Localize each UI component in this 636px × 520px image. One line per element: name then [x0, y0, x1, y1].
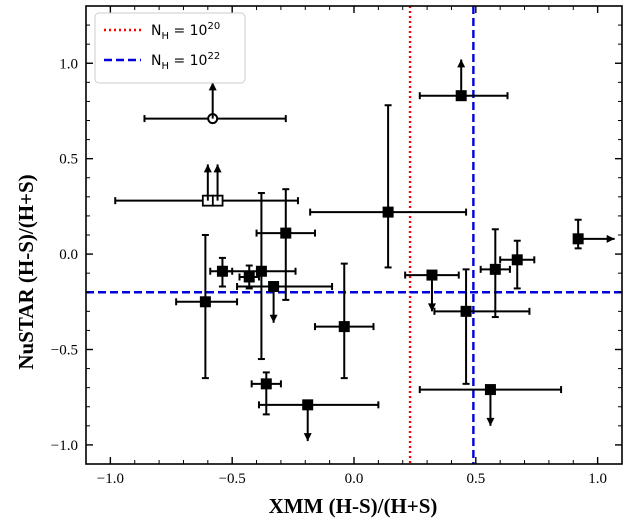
legend-label-part: 20	[207, 21, 220, 32]
legend-label-part: = 10	[169, 23, 207, 39]
y-axis-title: NuSTAR (H-S)/(H+S)	[14, 174, 38, 369]
point-s0-p0-upper-arrow	[457, 59, 466, 96]
point-s0-p14	[499, 239, 536, 290]
legend-label-part: N	[151, 23, 161, 39]
point-s0-p3	[175, 234, 239, 380]
x-tick-label-1: −0.5	[219, 471, 246, 487]
legend-box	[94, 12, 246, 84]
point-s0-p14-marker	[511, 254, 523, 266]
point-s0-p15-lower-arrow-head	[486, 417, 495, 426]
point-s2-p0-upper-arrow	[208, 82, 217, 119]
point-s0-p10-lower-arrow	[303, 404, 312, 442]
x-tick-label-0: −1.0	[97, 471, 124, 487]
point-s0-p7-lower-arrow	[269, 286, 278, 323]
point-s0-p12	[433, 268, 531, 385]
point-s0-p6	[221, 192, 297, 361]
legend-label-part: N	[151, 53, 161, 69]
point-s0-p15-lower-arrow	[486, 389, 495, 426]
point-s0-p13	[479, 228, 511, 319]
y-tick-label-4: 1.0	[59, 56, 78, 72]
legend-label-1: NH = 1022	[151, 51, 220, 72]
point-s0-p8	[314, 262, 375, 380]
legend-label-part: H	[161, 31, 169, 42]
y-tick-label-1: −0.5	[51, 343, 78, 359]
point-s1-p1-upper-arrow-head	[203, 164, 212, 173]
x-axis-title: XMM (H-S)/(H+S)	[269, 494, 438, 518]
x-tick-label-4: 1.0	[588, 471, 607, 487]
point-s0-p2-marker	[280, 227, 292, 239]
point-s0-p10	[257, 399, 380, 411]
point-s1-p0-upper-arrow	[213, 164, 222, 201]
x-tick-label-2: 0.0	[345, 471, 364, 487]
legend-label-part: = 10	[169, 53, 207, 69]
y-tick-label-0: −1.0	[51, 438, 78, 454]
point-s0-p3-marker	[199, 296, 211, 308]
point-s0-p7	[236, 281, 334, 293]
point-s1-p1-upper-arrow	[203, 164, 212, 201]
y-tick-label-3: 0.5	[59, 152, 78, 168]
point-s0-p8-marker	[338, 321, 350, 333]
point-s0-p16-right-arrow	[578, 234, 615, 243]
point-s0-p7-lower-arrow-head	[269, 314, 278, 323]
point-s0-p1	[309, 104, 468, 269]
point-s0-p1-marker	[382, 206, 394, 218]
point-s0-p6-marker	[255, 265, 267, 277]
y-tick-label-2: 0.0	[59, 247, 78, 263]
point-s0-p16-right-arrow-head	[606, 234, 615, 243]
plot-area: −1.0 −0.5 0.0 0.5 1.0−1.0−0.50.00.51.0NH = 1…	[51, 5, 623, 487]
point-s1-p0-upper-arrow-head	[213, 164, 222, 173]
point-s0-p10-lower-arrow-head	[303, 433, 312, 442]
point-s0-p9	[250, 371, 282, 416]
legend-label-part: 22	[207, 51, 220, 62]
point-s0-p13-marker	[489, 263, 501, 275]
x-tick-label-3: 0.5	[466, 471, 485, 487]
point-s0-p11-lower-arrow	[427, 275, 436, 312]
point-s0-p11-lower-arrow-head	[427, 303, 436, 312]
point-s0-p0-upper-arrow-head	[457, 59, 466, 68]
point-s0-p9-marker	[260, 378, 272, 390]
point-s0-p16	[572, 218, 584, 250]
point-s2-p0	[143, 113, 287, 125]
point-s0-p5-marker	[243, 271, 255, 283]
point-s0-p12-marker	[460, 305, 472, 317]
point-s2-p0-upper-arrow-head	[208, 82, 217, 91]
legend-label-0: NH = 1020	[151, 21, 220, 42]
point-s0-p2	[255, 188, 317, 301]
legend-label-part: H	[161, 61, 169, 72]
point-s0-p0	[418, 90, 509, 102]
data-layer	[86, 6, 622, 464]
